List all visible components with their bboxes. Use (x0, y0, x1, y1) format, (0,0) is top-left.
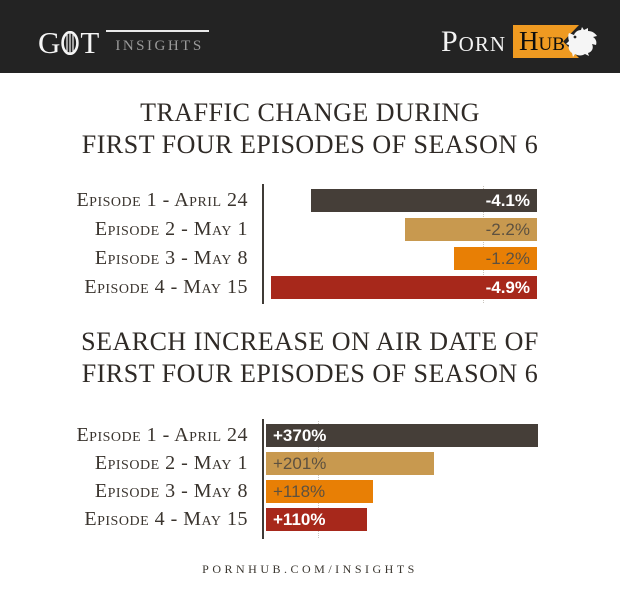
bar-episode-4-traffic: -4.9% (271, 276, 537, 299)
bar-row-episode-3: Episode 3 - May 8 +118% (0, 480, 620, 503)
bar-row-episode-3: Episode 3 - May 8 -1.2% (0, 247, 620, 270)
bar-episode-3-search: +118% (266, 480, 373, 503)
bar-value-label: +370% (273, 426, 327, 445)
chart-1-title-line-2: FIRST FOUR EPISODES OF SEASON 6 (81, 130, 539, 159)
chart-1-title-line-1: TRAFFIC CHANGE DURING (140, 98, 480, 127)
traffic-change-chart: Episode 1 - April 24 -4.1% Episode 2 - M… (0, 184, 620, 304)
category-label: Episode 2 - May 1 (94, 452, 248, 474)
got-logo-letter-g: G (38, 25, 61, 60)
bar-episode-2-traffic: -2.2% (405, 218, 537, 241)
category-label: Episode 4 - May 15 (84, 276, 248, 298)
bar-episode-4-search: +110% (266, 508, 367, 531)
bar-value-label: +201% (273, 454, 327, 473)
chart-2-title: SEARCH INCREASE ON AIR DATE OF FIRST FOU… (0, 326, 620, 390)
gridline (318, 421, 319, 538)
bar-episode-2-search: +201% (266, 452, 434, 475)
category-label: Episode 1 - April 24 (76, 189, 248, 211)
pornhub-logo-porn-text: Porn (440, 25, 506, 58)
category-label: Episode 2 - May 1 (94, 218, 248, 240)
bar-value-label: -4.9% (485, 278, 530, 297)
bar-row-episode-1: Episode 1 - April 24 -4.1% (0, 189, 620, 212)
y-axis-line (262, 184, 264, 304)
category-label: Episode 3 - May 8 (94, 480, 248, 502)
y-axis-line (262, 419, 264, 539)
got-logo-insights-label: INSIGHTS (115, 38, 204, 54)
bar-value-label: -4.1% (485, 191, 530, 210)
pornhub-logo-hub-text: Hub (519, 26, 565, 56)
category-label: Episode 3 - May 8 (94, 247, 248, 269)
bar-value-label: -1.2% (485, 249, 530, 268)
bar-row-episode-4: Episode 4 - May 15 +110% (0, 508, 620, 531)
bar-episode-1-traffic: -4.1% (311, 189, 537, 212)
footer-url: PORNHUB.COM/INSIGHTS (202, 562, 418, 576)
chart-1-title: TRAFFIC CHANGE DURING FIRST FOUR EPISODE… (0, 97, 620, 161)
got-insights-logo: G T INSIGHTS (38, 25, 209, 60)
bar-row-episode-1: Episode 1 - April 24 +370% (0, 424, 620, 447)
search-increase-chart: Episode 1 - April 24 +370% Episode 2 - M… (0, 419, 620, 539)
got-logo-letter-t: T (80, 25, 100, 60)
pornhub-logo: Porn Hub (441, 24, 600, 59)
chart-2-title-line-1: SEARCH INCREASE ON AIR DATE OF (81, 327, 539, 356)
bar-episode-1-search: +370% (266, 424, 538, 447)
bar-value-label: +110% (273, 510, 326, 529)
pornhub-logo-hub-tag: Hub (513, 25, 579, 58)
bar-episode-3-traffic: -1.2% (454, 247, 537, 270)
category-label: Episode 1 - April 24 (76, 424, 248, 446)
bar-row-episode-4: Episode 4 - May 15 -4.9% (0, 276, 620, 299)
chart-2-title-line-2: FIRST FOUR EPISODES OF SEASON 6 (81, 359, 539, 388)
bar-value-label: -2.2% (485, 220, 530, 239)
got-logo-rule: INSIGHTS (106, 30, 209, 55)
dragon-icon (566, 26, 597, 57)
category-label: Episode 4 - May 15 (84, 508, 248, 530)
gridline (483, 186, 484, 303)
bar-row-episode-2: Episode 2 - May 1 -2.2% (0, 218, 620, 241)
got-gate-o-icon (61, 31, 80, 55)
bar-row-episode-2: Episode 2 - May 1 +201% (0, 452, 620, 475)
header-bar: G T INSIGHTS Porn Hub (0, 0, 620, 73)
bar-value-label: +118% (273, 482, 326, 501)
